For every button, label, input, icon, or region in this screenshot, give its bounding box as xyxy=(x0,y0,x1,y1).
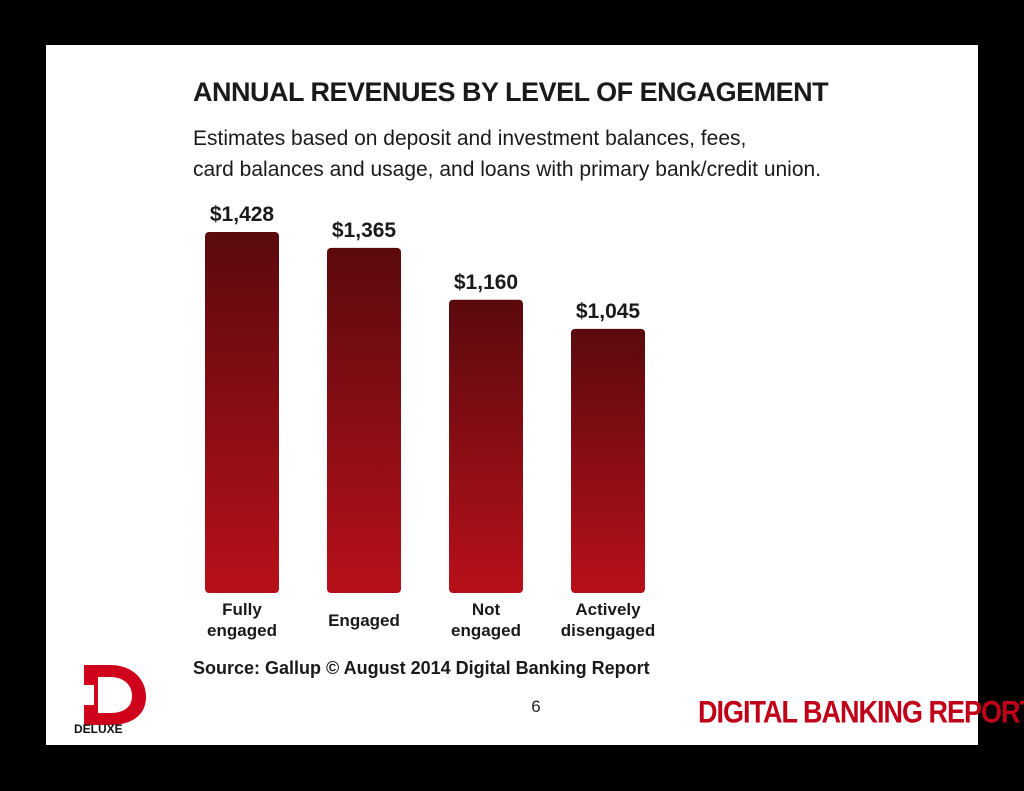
page-number: 6 xyxy=(531,697,541,716)
chart-subtitle: Estimates based on deposit and investmen… xyxy=(193,123,913,185)
bar-3 xyxy=(449,299,523,593)
category-label: disengaged xyxy=(561,621,655,640)
deluxe-logo: DELUXE xyxy=(74,665,146,735)
subtitle-line: card balances and usage, and loans with … xyxy=(193,158,822,181)
value-label: $1,045 xyxy=(576,300,641,323)
bar-chart: $1,428 Fully engaged $1,365 Engaged $1,160 Not… xyxy=(205,203,655,640)
value-label: $1,160 xyxy=(454,271,518,294)
category-label: Not xyxy=(472,600,501,619)
slide: ANNUAL REVENUES BY LEVEL OF ENGAGEMENT E… xyxy=(46,45,1024,745)
category-label: Engaged xyxy=(328,611,400,630)
source-note: Source: Gallup © August 2014 Digital Ban… xyxy=(193,658,650,678)
category-label: Actively xyxy=(575,600,641,619)
logo-text: DELUXE xyxy=(74,722,123,735)
chart-title: ANNUAL REVENUES BY LEVEL OF ENGAGEMENT xyxy=(193,77,829,107)
value-label: $1,428 xyxy=(210,203,275,226)
bar-4 xyxy=(571,328,645,593)
category-label: Fully xyxy=(222,600,262,619)
category-label: engaged xyxy=(451,621,521,640)
category-label: engaged xyxy=(207,621,277,640)
bar-1 xyxy=(205,232,279,593)
bar-2 xyxy=(327,247,401,594)
subtitle-line: Estimates based on deposit and investmen… xyxy=(193,127,747,150)
value-label: $1,365 xyxy=(332,219,397,242)
brand-wordmark: DIGITAL BANKING REPORT xyxy=(698,695,1024,730)
